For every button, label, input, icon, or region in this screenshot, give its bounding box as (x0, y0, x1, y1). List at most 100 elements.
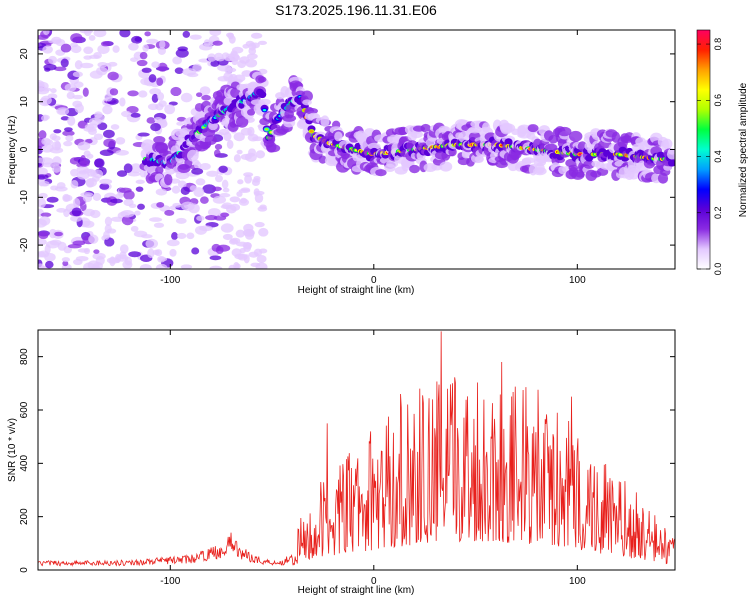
spectrogram-noise-blob (199, 86, 211, 96)
spectrogram-noise-blob (38, 157, 46, 164)
spectrogram-noise-blob (110, 198, 123, 204)
spectrogram-noise-blob (38, 238, 47, 246)
spectrogram-noise-blob (83, 208, 96, 217)
spectrogram-ridge-halo (662, 138, 673, 150)
spectrogram-noise-blob (180, 92, 193, 103)
spectrogram-noise-blob (96, 66, 108, 76)
spectrogram-noise-blob (110, 216, 125, 222)
spectrogram-noise-blob (62, 260, 69, 267)
spectrogram-noise-blob (88, 128, 98, 136)
spectrogram-noise-blob (50, 88, 57, 94)
spectrogram-noise-blob (226, 139, 234, 149)
spectrogram-ridge-halo (409, 164, 420, 174)
spectrogram-noise-blob (205, 214, 218, 221)
snr-x-tick-label: 100 (569, 576, 586, 587)
spectrogram-noise-blob (240, 187, 251, 192)
spectrogram-noise-blob (145, 238, 159, 249)
spectrogram-noise-blob (224, 65, 233, 75)
spectrogram-noise-blob (213, 149, 221, 158)
spectrogram-noise-blob (40, 95, 52, 105)
spectrogram-ridge-peak (309, 130, 314, 133)
spectrogram-noise-blob (88, 234, 99, 244)
colorbar-ramp (696, 29, 711, 270)
spectrogram-noise-blob (39, 180, 50, 187)
spectrogram-noise-blob (158, 257, 168, 262)
spectrogram-noise-blob (107, 71, 119, 81)
spectrogram-noise-blob (222, 187, 230, 193)
spectrogram-noise-blob (150, 123, 161, 132)
spectrogram-noise-blob (191, 247, 200, 255)
spectrogram-noise-blob (103, 138, 116, 148)
spectrogram-noise-blob (44, 244, 51, 255)
snr-y-tick-label: 400 (19, 455, 30, 472)
spectrogram-noise-blob (181, 201, 195, 211)
spectrogram-y-ticks: -20 -10 0 10 20 (19, 48, 675, 252)
spectrogram-noise-blob (138, 90, 148, 98)
spectrogram-noise-blob (74, 60, 83, 70)
spectrogram-noise-blob (186, 232, 195, 240)
spectrogram-noise-blob (130, 57, 139, 62)
spectrogram-noise-blob (156, 202, 165, 208)
spectrogram-noise-blob (171, 185, 181, 194)
spectrogram-ridge-halo (266, 144, 281, 153)
spectrogram-noise-blob (41, 115, 49, 122)
spectrogram-noise-blob (97, 122, 108, 131)
spectrogram-noise-blob (121, 110, 132, 118)
spectrogram-noise-blob (164, 104, 176, 115)
spectrogram-noise-blob (77, 141, 91, 151)
spectrogram-noise-blob (130, 112, 141, 118)
spectrogram-noise-blob (240, 127, 252, 136)
spectrogram-noise-blob (69, 157, 80, 165)
spectrogram-ridge-halo (521, 157, 536, 164)
snr-y-tick-label: 200 (19, 508, 30, 525)
spectrogram-noise-blob (242, 43, 250, 49)
spectrogram-noise-blob (226, 32, 234, 38)
spectrogram-noise-blob (236, 149, 243, 155)
spectrogram-noise-blob (136, 59, 148, 67)
spectrogram-noise-blob (212, 186, 222, 192)
spectrogram-noise-blob (164, 209, 175, 216)
spectrogram-noise-blob (149, 88, 161, 95)
spectrogram-noise-blob (207, 208, 221, 217)
spectrogram-noise-blob (70, 215, 83, 222)
spectrogram-noise-blob (86, 153, 94, 159)
spectrogram-noise-blob (171, 232, 178, 241)
spectrogram-noise-blob (109, 88, 119, 96)
colorbar: 0.0 0.2 0.4 0.6 0.8 Normalized spectral ampl… (696, 29, 749, 275)
spectrogram-noise-blob (245, 58, 258, 68)
spectrogram-noise-blob (82, 194, 93, 203)
spectrogram-noise-blob (253, 190, 265, 196)
spectrogram-noise-blob (250, 32, 263, 39)
spectrogram-noise-blob (177, 180, 187, 189)
spectrogram-noise-blob (155, 103, 164, 111)
spectrogram-noise-blob (62, 130, 75, 137)
colorbar-label: Normalized spectral amplitude (738, 82, 749, 217)
spectrogram-noise-blob (176, 232, 187, 239)
spectrogram-noise-blob (64, 83, 77, 92)
spectrogram-noise-blob (233, 154, 241, 163)
spectrogram-noise-blob (79, 160, 90, 167)
spectrogram-noise-blob (172, 202, 182, 208)
spectrogram-noise-blob (174, 67, 184, 75)
spectrogram-noise-blob (257, 206, 268, 212)
spectrogram-noise-blob (225, 53, 236, 58)
spectrogram-noise-blob (193, 187, 205, 198)
spectrogram-noise-blob (76, 170, 90, 180)
spectrogram-noise-blob (157, 47, 166, 55)
spectrogram-noise-blob (60, 43, 72, 53)
snr-y-axis-label: SNR (10 * v/v) (7, 418, 18, 482)
spectrogram-noise-blob (228, 264, 236, 269)
spectrogram-noise-blob (199, 162, 211, 170)
spectrogram-ridge-core (258, 91, 267, 99)
spectrogram-noise-blob (221, 179, 229, 189)
spectrogram-noise-blob (71, 207, 82, 217)
snr-y-tick-label: 0 (19, 567, 30, 573)
spectrogram-noise-blob (99, 178, 113, 185)
spectrogram-noise-blob (100, 41, 110, 47)
spectrogram-y-tick-label: 10 (19, 96, 30, 108)
spectrogram-noise-blob (209, 255, 222, 261)
spectrogram-noise-blob (67, 244, 82, 249)
spectrogram-noise-blob (182, 68, 197, 76)
snr-frame (37, 329, 676, 571)
spectrogram-x-tick-label: -100 (160, 275, 180, 286)
